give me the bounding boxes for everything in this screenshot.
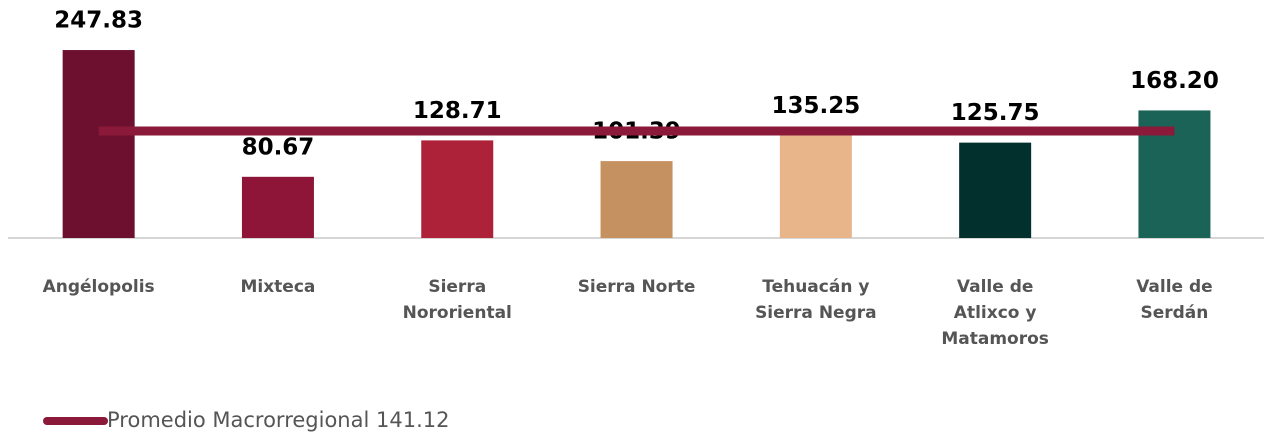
x-tick-label: Angélopolis xyxy=(42,277,155,297)
x-tick-label: Sierra Nororiental xyxy=(402,277,512,323)
bar xyxy=(779,135,852,238)
legend-name: Promedio Macrorregional xyxy=(107,408,369,432)
bar xyxy=(241,176,314,238)
data-label: 135.25 xyxy=(771,93,860,119)
bar xyxy=(959,142,1032,238)
data-label: 247.83 xyxy=(54,8,143,34)
legend-value: 141.12 xyxy=(376,408,449,432)
bar xyxy=(600,161,673,238)
bar xyxy=(421,140,494,238)
x-tick-label: Tehuacán y Sierra Negra xyxy=(755,277,877,323)
legend-label: Promedio Macrorregional 141.12 xyxy=(107,408,450,432)
x-tick-label: Mixteca xyxy=(240,277,316,297)
bar xyxy=(62,50,135,238)
data-label: 168.20 xyxy=(1130,68,1219,94)
x-tick-label: Valle de Atlixco y Matamoros xyxy=(941,277,1049,349)
x-tick-label: Valle de Serdán xyxy=(1136,277,1213,323)
data-label: 128.71 xyxy=(413,98,502,124)
data-label: 80.67 xyxy=(242,134,315,160)
data-label: 125.75 xyxy=(951,100,1040,126)
x-tick-label: Sierra Norte xyxy=(577,277,696,297)
